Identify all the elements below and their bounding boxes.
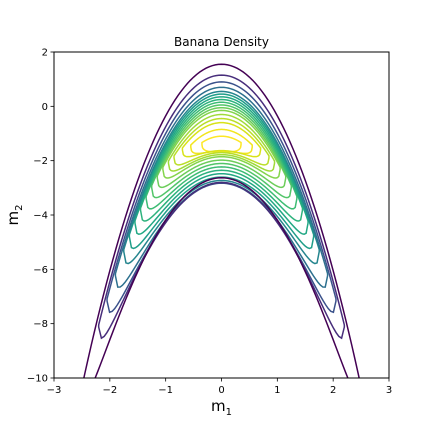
y-tick-label: −4 (33, 211, 48, 222)
x-tick-label: −2 (102, 385, 117, 396)
y-tick-label: −8 (33, 319, 48, 330)
contour-lines (83, 63, 360, 378)
contour-line (156, 106, 287, 189)
y-tick-label: −10 (27, 374, 48, 385)
contour-line (83, 63, 360, 378)
y-axis-label: m2 (4, 205, 25, 226)
y-tick-label: 2 (42, 48, 48, 59)
y-tick-label: −2 (33, 156, 48, 167)
y-axis-label-base: m (4, 211, 22, 226)
x-axis-label-base: m (211, 397, 226, 415)
contour-line (134, 96, 309, 236)
contour-line (97, 74, 346, 340)
x-tick-label: −3 (47, 385, 62, 396)
contour-line (139, 98, 304, 222)
x-tick-label: 2 (330, 385, 336, 396)
y-tick-label: 0 (42, 102, 48, 113)
contour-line (167, 113, 276, 172)
x-axis: −3 −2 −1 0 1 2 3 (47, 378, 392, 396)
contour-line (128, 93, 315, 250)
x-tick-label: 0 (218, 385, 224, 396)
plot-area (53, 51, 390, 379)
y-axis: −10 −8 −6 −4 −2 0 2 (27, 48, 54, 385)
x-tick-label: 1 (274, 385, 280, 396)
chart-title: Banana Density (174, 35, 269, 49)
x-tick-label: −1 (158, 385, 173, 396)
x-tick-label: 3 (386, 385, 392, 396)
contour-line (145, 101, 298, 210)
x-axis-label: m1 (211, 397, 232, 418)
y-tick-label: −6 (33, 265, 48, 276)
contour-line (181, 121, 262, 158)
contour-line (173, 117, 270, 166)
contour-line (150, 104, 293, 199)
y-axis-label-subscript: 2 (14, 205, 25, 211)
x-axis-label-subscript: 1 (226, 407, 232, 418)
contour-line (162, 109, 281, 179)
